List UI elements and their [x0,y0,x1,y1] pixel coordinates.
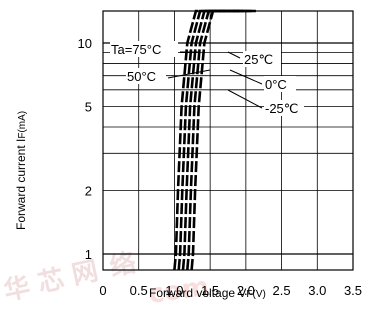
leader-25 [227,51,241,59]
y-axis-ticks: 125102050100200500 [78,36,92,262]
svg-text:华: 华 [1,271,33,307]
svg-text:网: 网 [69,256,101,291]
x-axis-title-main: Forward voltage V [149,286,246,300]
y-tick-label: 10 [78,36,92,51]
x-tick-label: 3.0 [308,283,326,298]
x-tick-label: 1.5 [201,283,219,298]
y-axis-title-sub: F(mA) [17,111,28,139]
x-axis-ticks: 0 0.5 1.0 1.5 2.0 2.5 3.0 3.5 [99,283,362,298]
svg-text:络: 络 [107,247,139,283]
plot-grid [103,11,353,270]
leader-0 [229,69,263,85]
curve-layer [173,9,256,271]
leader-50 [167,69,211,79]
y-axis-title: Forward current IF(mA) [14,111,28,230]
x-tick-label: 0 [99,283,106,298]
label-minus-25: -25℃ [265,101,298,116]
x-tick-label: 1.0 [165,283,183,298]
annotation-leaders [167,51,263,109]
series-line-4 [190,9,256,271]
label-ta-75: Ta=75°C [111,42,161,57]
x-axis-title: Forward voltage VF(V) [149,286,266,300]
x-axis-title-sub: F(V) [246,289,265,300]
leader-minus25 [227,89,263,109]
x-tick-label: 3.5 [344,283,362,298]
label-25: 25℃ [244,52,273,67]
y-tick-label: 1 [85,247,92,262]
y-axis-title-main: Forward current I [14,139,28,230]
x-tick-label: 0.5 [130,283,148,298]
x-tick-label: 2.0 [237,283,255,298]
svg-text:芯: 芯 [35,264,67,299]
label-0: 0°C [265,77,287,92]
watermark-logo: 华 芯 网 络 com [1,247,211,310]
x-tick-label: 2.5 [273,283,291,298]
curve-labels: Ta=75°C 50°C 25℃ 0°C -25℃ [110,41,304,116]
y-tick-label: 5 [85,100,92,115]
y-tick-label: 2 [85,183,92,198]
label-50: 50°C [127,69,156,84]
